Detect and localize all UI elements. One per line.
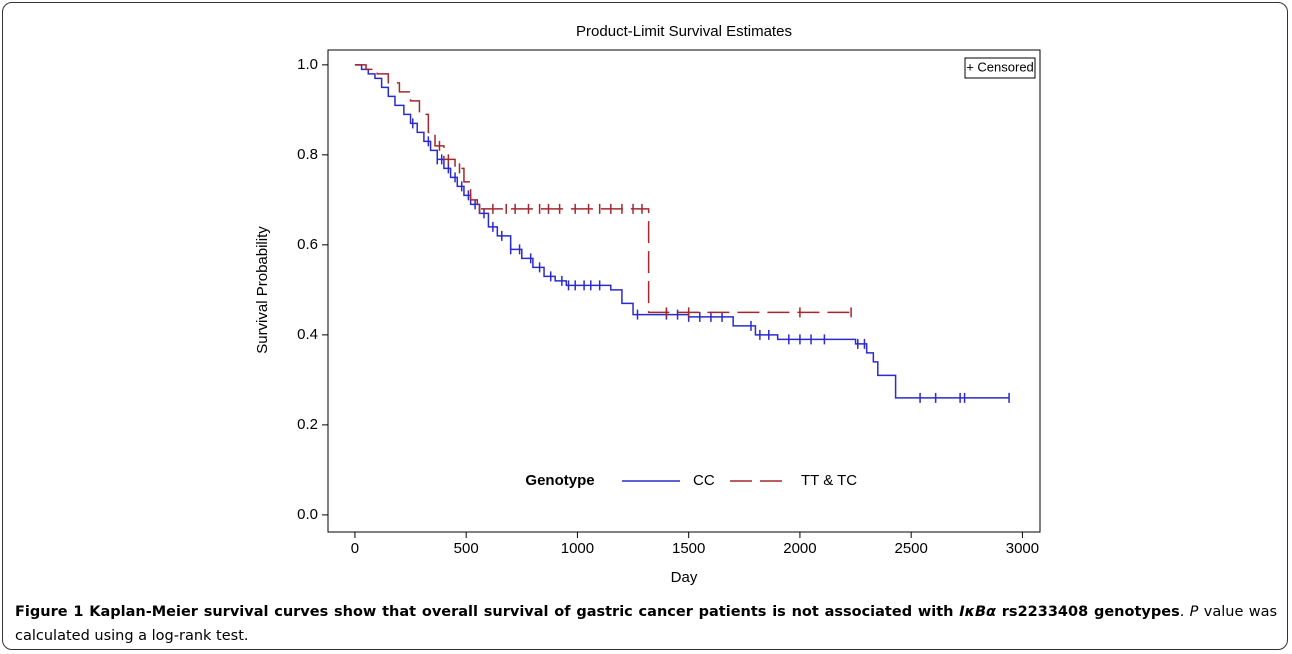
plot-frame: [327, 49, 1041, 533]
survival-curve: [354, 64, 1010, 399]
chart-title: Product-Limit Survival Estimates: [576, 23, 792, 40]
x-tick-label: 1000: [561, 540, 594, 557]
caption-text: .: [1179, 604, 1190, 620]
y-tick-label: 0.4: [297, 326, 318, 343]
x-tick-label: 1500: [672, 540, 705, 557]
y-tick-label: 1.0: [297, 56, 318, 73]
legend-label: TT & TC: [801, 472, 857, 489]
censor-label: + Censored: [966, 59, 1034, 74]
caption-text: rs2233408 genotypes: [996, 604, 1180, 620]
x-tick-label: 0: [351, 540, 359, 557]
caption-p: P: [1189, 604, 1199, 620]
x-tick-label: 3000: [1006, 540, 1039, 557]
y-tick-label: 0.2: [297, 416, 318, 433]
y-tick-label: 0.8: [297, 146, 318, 163]
x-axis-label: Day: [671, 569, 698, 586]
legend-title: Genotype: [525, 472, 594, 489]
gene-name: IκBα: [959, 604, 996, 620]
y-axis-label: Survival Probability: [254, 226, 271, 354]
caption-label: Figure 1: [15, 604, 84, 620]
survival-curve: [354, 64, 852, 314]
x-tick-label: 2500: [894, 540, 927, 557]
caption-text: Kaplan-Meier survival curves show that o…: [83, 604, 960, 620]
censor-box: [964, 57, 1036, 79]
y-tick-label: 0.6: [297, 236, 318, 253]
x-tick-label: 2000: [783, 540, 816, 557]
y-tick-label: 0.0: [297, 506, 318, 523]
caption: Figure 1 Kaplan-Meier survival curves sh…: [15, 600, 1277, 648]
caption-text: value was calculated using a log-rank te…: [15, 604, 1278, 644]
chart: Product-Limit Survival Estimates Day Sur…: [254, 23, 1041, 586]
x-tick-label: 500: [454, 540, 479, 557]
legend-label: CC: [693, 472, 715, 489]
